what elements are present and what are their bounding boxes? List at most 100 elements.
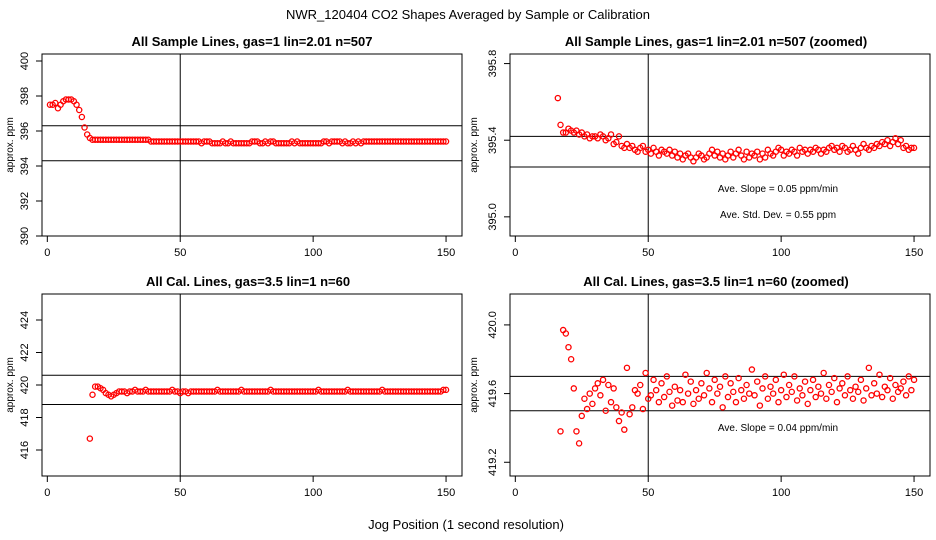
data-point <box>557 121 564 129</box>
data-point <box>591 385 599 392</box>
y-tick-label: 424 <box>19 311 31 329</box>
y-tick-label: 419.6 <box>487 380 499 408</box>
data-point <box>719 404 726 411</box>
data-point <box>841 392 849 399</box>
data-point <box>581 395 588 402</box>
data-point <box>769 390 777 397</box>
data-point <box>854 150 862 157</box>
data-point <box>666 146 673 154</box>
x-tick-label: 0 <box>44 247 50 259</box>
data-point <box>668 402 676 409</box>
data-point <box>738 386 745 394</box>
data-point <box>793 152 801 159</box>
data-point <box>690 400 697 408</box>
data-point <box>615 133 623 140</box>
data-point <box>573 428 580 435</box>
data-point <box>796 385 803 392</box>
data-point <box>714 390 721 397</box>
data-point <box>589 400 596 408</box>
reference-lines <box>42 294 462 476</box>
data-point <box>724 393 732 401</box>
data-point <box>902 392 910 399</box>
data-point <box>583 405 591 413</box>
plot-frame <box>509 53 931 237</box>
data-point <box>626 410 633 418</box>
data-point <box>753 378 761 385</box>
data-point <box>897 136 905 144</box>
data-point <box>905 373 912 380</box>
data-point <box>711 376 718 384</box>
data-point <box>647 150 655 157</box>
data-point <box>559 129 567 136</box>
data-point <box>780 371 788 378</box>
panel-title: All Sample Lines, gas=1 lin=2.01 n=507 (… <box>565 34 867 49</box>
data-point <box>897 385 905 392</box>
data-point <box>777 146 785 154</box>
data-point <box>886 374 894 382</box>
x-tick-label: 100 <box>772 247 790 259</box>
data-point <box>767 383 774 390</box>
data-points <box>554 94 918 165</box>
y-tick-label: 394 <box>19 157 31 175</box>
data-point <box>607 131 615 138</box>
y-axis: 416 418 420 422 424 <box>19 311 42 459</box>
data-point <box>671 383 679 390</box>
x-tick-label: 100 <box>304 247 322 259</box>
data-point <box>908 144 915 152</box>
x-axis: 0 50 100 150 <box>44 236 455 259</box>
data-point <box>660 393 668 401</box>
data-point <box>892 135 899 142</box>
data-point <box>708 398 716 406</box>
data-point <box>89 391 96 398</box>
panel-title: All Cal. Lines, gas=3.5 lin=1 n=60 <box>146 274 350 289</box>
data-point <box>674 397 681 404</box>
data-point <box>578 412 586 420</box>
data-point <box>692 386 700 394</box>
annotation-text: Ave. Std. Dev. = 0.55 ppm <box>720 210 836 221</box>
data-point <box>870 380 878 387</box>
y-tick-label: 400 <box>19 52 31 70</box>
data-point <box>884 386 891 394</box>
data-point <box>868 392 875 399</box>
data-point <box>900 378 907 385</box>
data-point <box>788 388 796 396</box>
data-point <box>735 374 742 382</box>
data-point <box>889 395 897 402</box>
data-point <box>847 386 854 394</box>
data-point <box>849 395 857 402</box>
data-point <box>828 388 835 396</box>
x-tick-label: 100 <box>772 487 790 499</box>
data-point <box>440 386 447 394</box>
data-point <box>613 404 620 411</box>
data-point <box>761 373 769 380</box>
data-point <box>884 136 891 144</box>
x-tick-label: 0 <box>512 487 518 499</box>
y-tick-label: 420.0 <box>487 311 499 339</box>
x-tick-label: 50 <box>642 247 654 259</box>
y-tick-label: 398 <box>19 87 31 105</box>
data-point <box>910 376 918 384</box>
panel-cal-lines: All Cal. Lines, gas=3.5 lin=1 n=60 appro… <box>5 274 463 499</box>
reference-lines <box>42 54 462 236</box>
data-point <box>876 371 883 378</box>
data-point <box>629 404 636 411</box>
data-point <box>727 148 734 155</box>
data-points <box>86 383 450 442</box>
data-point <box>910 144 918 152</box>
data-point <box>634 390 641 397</box>
data-point <box>857 376 865 384</box>
data-point <box>716 383 724 390</box>
data-point <box>817 390 825 397</box>
x-tick-label: 150 <box>905 247 923 259</box>
data-point <box>804 400 811 408</box>
plot-frame <box>41 293 463 477</box>
data-point <box>753 148 761 155</box>
data-point <box>639 405 647 413</box>
data-point <box>759 385 766 392</box>
data-point <box>605 381 612 389</box>
data-point <box>679 398 687 406</box>
data-point <box>722 373 729 380</box>
data-point <box>772 376 780 384</box>
y-tick-label: 420 <box>19 376 31 394</box>
data-point <box>714 148 721 155</box>
